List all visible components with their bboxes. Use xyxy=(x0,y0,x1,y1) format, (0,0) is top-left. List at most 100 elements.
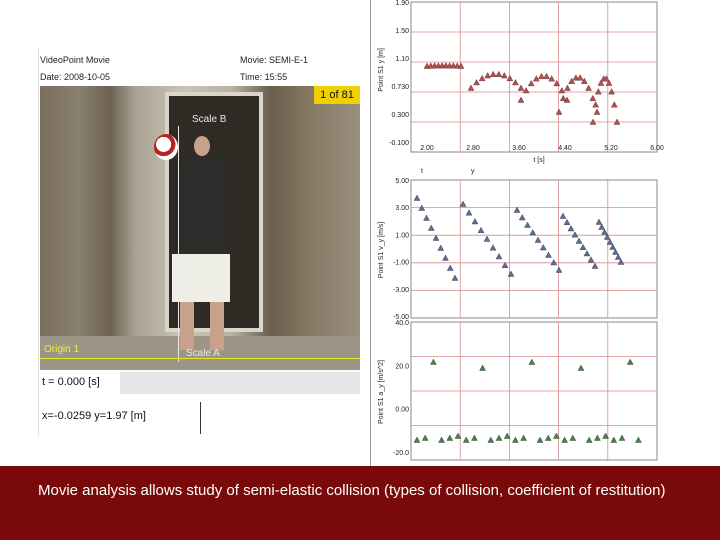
ay-point xyxy=(471,434,478,441)
vy-point xyxy=(451,274,459,281)
graph-y-xlabel: t [s] xyxy=(533,157,544,164)
scale-a-label[interactable]: Scale A xyxy=(186,348,220,359)
graph-panel: 1.90 1.50 1.10 0.730 0.300 -0.100 2.00 2.80 3.6… xyxy=(370,0,671,466)
vy-point xyxy=(418,204,426,211)
y-tick-label: -5.00 xyxy=(393,314,409,321)
ay-point xyxy=(503,432,511,439)
y-tick-label: 1.10 xyxy=(395,56,409,63)
y-point xyxy=(538,72,545,79)
vy-point xyxy=(555,266,563,273)
y-tick-label: -20.0 xyxy=(393,450,409,457)
readout-divider xyxy=(200,402,201,434)
volleyball[interactable] xyxy=(154,134,178,160)
y-point xyxy=(517,84,525,91)
y-tick-label: 3.00 xyxy=(395,205,409,212)
vy-point xyxy=(529,229,537,236)
y-point xyxy=(489,70,497,77)
coord-readout-row: x=-0.0259 y=1.97 [m] xyxy=(40,400,360,434)
video-frame[interactable]: Scale B Origin 1 Scale A 1 of 81 xyxy=(40,86,360,370)
y-point xyxy=(473,79,480,86)
y-point xyxy=(484,72,492,79)
vy-point xyxy=(524,221,531,228)
ay-point xyxy=(569,434,577,441)
y-point xyxy=(602,75,610,82)
vy-point xyxy=(583,250,591,257)
y-point xyxy=(592,101,600,108)
graph-vy[interactable]: 5.00 3.00 1.00 -1.00 -3.00 -5.00 Point S1 v_y… xyxy=(378,178,658,321)
floor xyxy=(40,336,360,370)
graph-y-footer-y: y xyxy=(471,168,475,175)
vy-point xyxy=(459,200,467,207)
vy-point xyxy=(442,254,449,261)
y-point xyxy=(605,79,613,86)
coord-readout: x=-0.0259 y=1.97 [m] xyxy=(42,410,146,422)
origin-label[interactable]: Origin 1 xyxy=(44,344,80,355)
graph-vy-frame xyxy=(410,179,658,319)
vy-point xyxy=(545,251,552,258)
ay-point xyxy=(561,436,568,443)
y-point xyxy=(553,79,561,87)
graph-vy-ylabel: Point S1 v_y [m/s] xyxy=(378,222,385,278)
y-tick-label: 1.90 xyxy=(395,0,409,7)
y-tick-label: 0.00 xyxy=(395,407,409,414)
ay-point xyxy=(594,434,601,441)
vy-point xyxy=(489,244,497,251)
y-point xyxy=(585,84,592,91)
x-tick-label: 3.60 xyxy=(512,145,526,152)
ay-point xyxy=(635,436,642,443)
graph-y[interactable]: 1.90 1.50 1.10 0.730 0.300 -0.100 2.00 2.80 3.6… xyxy=(378,0,664,175)
vy-point xyxy=(617,258,625,265)
ay-point xyxy=(479,364,486,371)
y-point xyxy=(594,88,602,95)
vy-point xyxy=(413,194,421,201)
ay-point xyxy=(454,432,462,439)
x-axis-line xyxy=(40,358,360,359)
vy-point xyxy=(471,218,479,225)
graph-y-points xyxy=(423,62,621,125)
time-readout-box xyxy=(40,372,120,394)
y-point xyxy=(555,108,563,115)
y-point xyxy=(597,79,605,86)
person-right-leg xyxy=(210,302,224,350)
y-point xyxy=(512,79,519,86)
scale-b-label[interactable]: Scale B xyxy=(192,114,227,125)
y-point xyxy=(478,74,486,82)
y-point xyxy=(558,87,566,94)
vy-point xyxy=(432,234,440,241)
vy-point xyxy=(603,233,611,240)
y-tick-label: 1.50 xyxy=(395,28,409,35)
ay-point xyxy=(430,358,437,365)
vy-point xyxy=(507,270,515,277)
ay-point xyxy=(512,436,519,443)
caption-bar xyxy=(0,466,720,540)
time-label: Time: 15:55 xyxy=(240,72,288,82)
graphs-svg: 1.90 1.50 1.10 0.730 0.300 -0.100 2.00 2.80 3.6… xyxy=(378,0,664,461)
ay-point xyxy=(413,436,421,443)
ay-point xyxy=(487,436,495,443)
y-point xyxy=(593,108,601,115)
y-point xyxy=(527,79,535,87)
y-point xyxy=(572,74,580,81)
ay-point xyxy=(438,436,445,443)
vy-point xyxy=(579,243,587,250)
y-tick-label: 20.0 xyxy=(395,363,409,370)
vy-point xyxy=(518,214,526,221)
frame-counter: 1 of 81 xyxy=(314,86,360,104)
y-point xyxy=(522,87,530,94)
y-axis-line xyxy=(178,126,179,362)
y-point xyxy=(564,84,571,91)
vy-point xyxy=(427,224,435,231)
time-readout: t = 0.000 [s] xyxy=(42,376,100,388)
ay-point xyxy=(553,432,560,439)
vy-point xyxy=(614,253,622,260)
graph-vy-grid xyxy=(411,180,657,318)
vy-point xyxy=(591,262,599,269)
graph-ay[interactable]: 40.0 20.0 0.00 -20.0 Point S1 a_y [m/s^2] xyxy=(378,320,658,461)
y-point xyxy=(543,72,550,79)
y-tick-label: -0.100 xyxy=(389,140,409,147)
vy-point xyxy=(559,212,567,219)
ay-point xyxy=(618,434,626,441)
y-tick-label: 1.00 xyxy=(395,232,409,239)
graph-ay-ylabel: Point S1 a_y [m/s^2] xyxy=(378,360,385,424)
person-head xyxy=(194,136,210,156)
